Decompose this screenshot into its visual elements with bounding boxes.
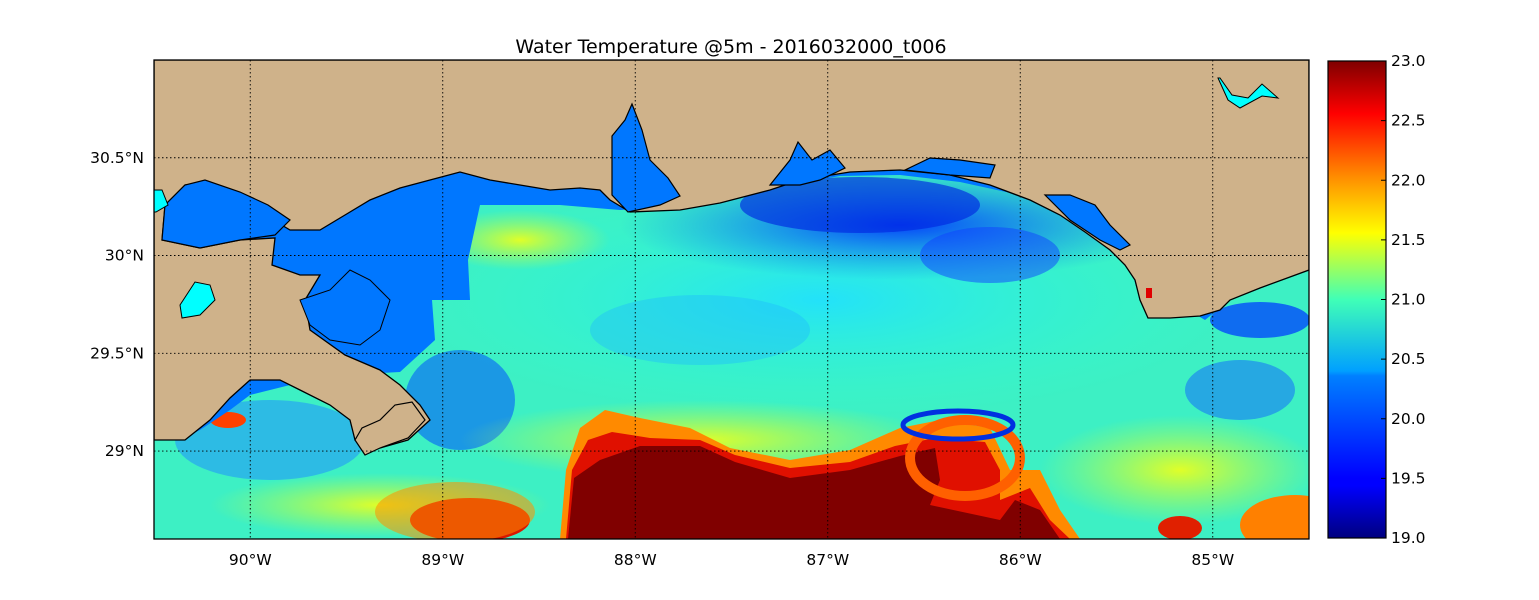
nearshore-cold-band-core [740, 177, 980, 233]
st-andrew-bay [1043, 194, 1132, 251]
eddy-warm-ring [905, 415, 1025, 501]
x-tick-label: 87°W [806, 551, 849, 569]
apalachicola-cool-patch [1210, 302, 1309, 338]
colorbar-tick-label: 19.0 [1391, 529, 1426, 547]
east-blue-plume [1185, 360, 1295, 420]
cape-san-blas-red-pixel [1146, 288, 1152, 298]
ocean-temperature-field [154, 60, 1309, 539]
barataria-lake [179, 281, 216, 319]
ne-inland-lake [1217, 77, 1280, 109]
warm-loop-current-core [568, 446, 1060, 539]
colorbar [1327, 60, 1387, 539]
colorbar-tick-label: 21.0 [1391, 291, 1426, 309]
map-frame [153, 59, 1310, 540]
y-tick-label: 29.5°N [90, 344, 144, 362]
lake-maurepas [154, 189, 169, 213]
x-axis-ticks: 90°W 89°W 88°W 87°W 86°W 85°W [229, 551, 1234, 569]
x-tick-label: 89°W [421, 551, 464, 569]
colorbar-tick-label: 23.0 [1391, 52, 1426, 70]
southeast-red-spot [1158, 516, 1202, 539]
colorbar-tick-label: 22.5 [1391, 112, 1426, 130]
central-blue-swirl [920, 227, 1060, 283]
pensacola-bay [768, 140, 846, 186]
lake-pontchartrain [161, 179, 291, 249]
colorbar-tick-label: 21.5 [1391, 231, 1426, 249]
colorbar-tick-label: 20.0 [1391, 410, 1426, 428]
grid-lines [154, 60, 1309, 539]
x-tick-label: 90°W [229, 551, 272, 569]
east-yellow-band [1040, 415, 1309, 525]
y-axis-ticks: 29°N 29.5°N 30°N 30.5°N [90, 149, 144, 460]
colorbar-tick-label: 20.5 [1391, 350, 1426, 368]
mid-cyan-swirl [590, 295, 810, 365]
x-tick-label: 88°W [614, 551, 657, 569]
southwest-warm-patch-orange [375, 482, 535, 539]
colorbar-ticks: 23.0 22.5 22.0 21.5 21.0 20.5 20.0 19.5 19.0 [1381, 52, 1426, 547]
colorbar-tick-label: 22.0 [1391, 171, 1426, 189]
x-tick-label: 85°W [1191, 551, 1234, 569]
y-tick-label: 30.5°N [90, 149, 144, 167]
x-tick-label: 86°W [999, 551, 1042, 569]
colorbar-tick-label: 19.5 [1391, 469, 1426, 487]
delta-wetlands [299, 269, 391, 346]
southeast-warm-edge [1240, 495, 1309, 539]
mississippi-delta-tip [354, 401, 426, 456]
y-tick-label: 30°N [105, 247, 144, 265]
eddy-ring-blue-edge [900, 408, 1016, 442]
y-tick-label: 29°N [105, 442, 144, 460]
chart-title: Water Temperature @5m - 2016032000_t006 [515, 36, 946, 58]
